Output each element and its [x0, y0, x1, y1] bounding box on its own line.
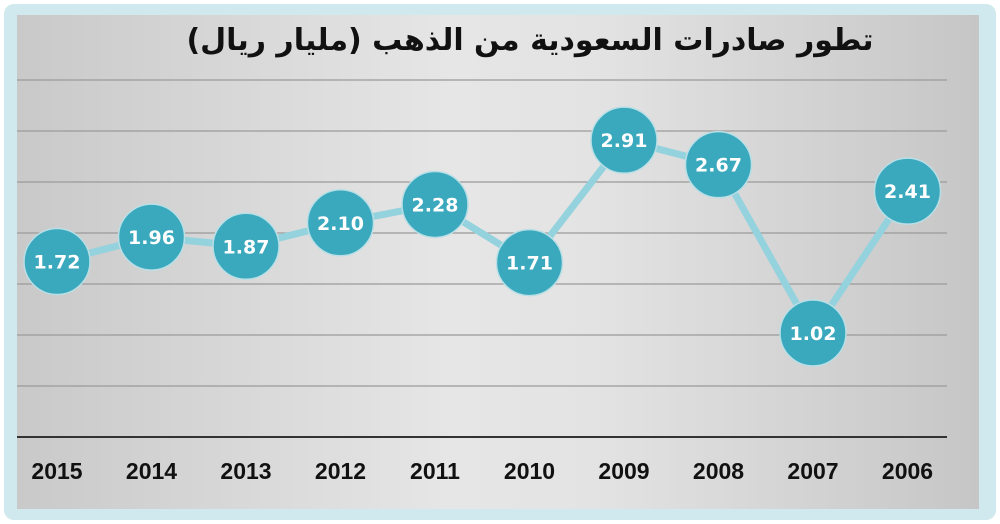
data-point: [684, 130, 753, 199]
data-label: 2.28: [412, 194, 459, 216]
x-tick-label: 2007: [787, 458, 838, 484]
x-tick-label: 2010: [504, 458, 555, 484]
x-tick-label: 2015: [31, 458, 82, 484]
data-point: [590, 106, 658, 174]
x-tick-label: 2008: [693, 458, 744, 484]
data-point: [306, 189, 375, 257]
data-point: [117, 203, 186, 271]
data-label: 1.72: [34, 252, 81, 274]
x-tick-label: 2012: [315, 458, 366, 484]
data-point: [212, 212, 280, 281]
data-label: 2.91: [601, 130, 648, 152]
data-label: 1.96: [128, 227, 175, 249]
data-point: [495, 228, 564, 297]
data-label: 1.71: [506, 253, 553, 275]
data-point: [401, 170, 469, 239]
data-label: 1.87: [223, 236, 270, 258]
data-label: 2.41: [884, 181, 931, 203]
x-tick-label: 2014: [126, 458, 177, 484]
series-line: [56, 136, 911, 337]
data-point: [23, 227, 91, 296]
chart-title: تطور صادرات السعودية من الذهب (مليار ريا…: [186, 23, 874, 58]
x-tick-label: 2013: [220, 458, 271, 484]
data-point: [779, 299, 847, 367]
data-label: 2.67: [695, 155, 742, 177]
data-label: 2.10: [317, 213, 364, 235]
x-tick-label: 2006: [882, 458, 933, 484]
x-tick-label: 2011: [410, 458, 460, 484]
data-point: [873, 157, 942, 225]
data-label: 1.02: [790, 323, 837, 345]
x-tick-label: 2009: [598, 458, 649, 484]
